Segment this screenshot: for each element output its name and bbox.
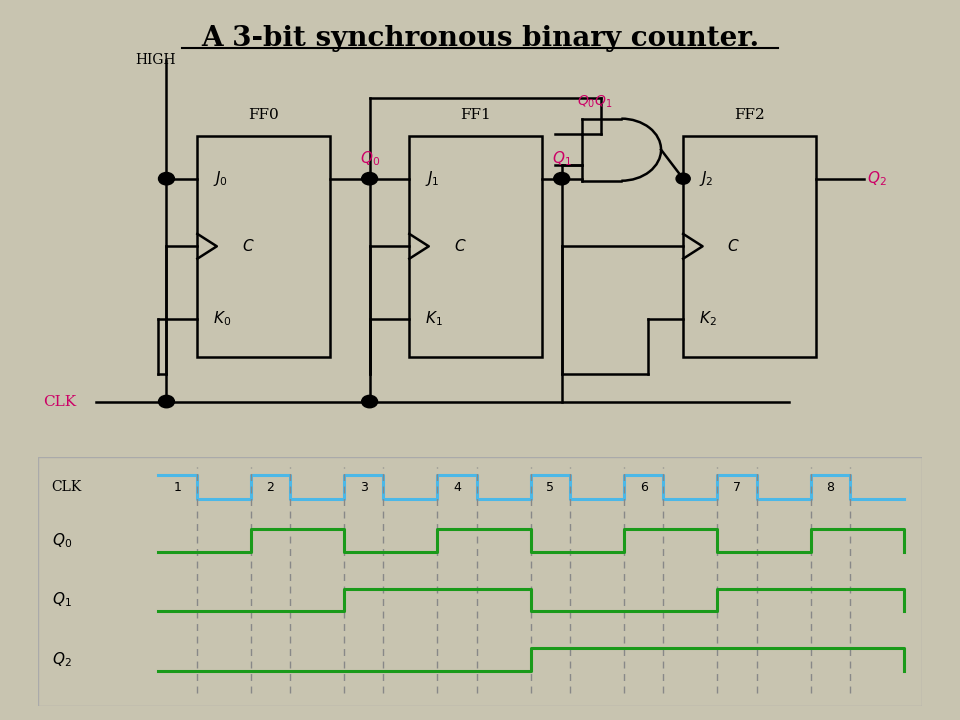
Bar	[684, 136, 816, 356]
Text: $Q_0$: $Q_0$	[360, 150, 379, 168]
Text: 1: 1	[174, 480, 181, 493]
Text: $C$: $C$	[728, 238, 740, 254]
Circle shape	[362, 173, 377, 185]
Text: $Q_0Q_1$: $Q_0Q_1$	[577, 94, 612, 110]
Text: 7: 7	[732, 480, 741, 493]
Text: $Q_2$: $Q_2$	[52, 650, 71, 669]
Text: $J_1$: $J_1$	[425, 169, 440, 188]
Text: $C$: $C$	[242, 238, 254, 254]
Text: CLK: CLK	[52, 480, 82, 494]
Circle shape	[554, 173, 569, 185]
Circle shape	[158, 173, 175, 185]
Text: $Q_1$: $Q_1$	[552, 150, 571, 168]
Text: 2: 2	[267, 480, 275, 493]
Circle shape	[362, 395, 377, 408]
Text: $J_2$: $J_2$	[699, 169, 713, 188]
Text: $K_2$: $K_2$	[699, 310, 717, 328]
Text: $Q_1$: $Q_1$	[52, 590, 71, 609]
Text: $C$: $C$	[453, 238, 467, 254]
Text: FF0: FF0	[249, 108, 279, 122]
Text: FF2: FF2	[734, 108, 765, 122]
Text: CLK: CLK	[43, 395, 76, 408]
Text: $K_1$: $K_1$	[425, 310, 443, 328]
Bar	[198, 136, 330, 356]
Text: HIGH: HIGH	[135, 53, 176, 67]
Text: $Q_0$: $Q_0$	[52, 531, 72, 550]
Text: 3: 3	[360, 480, 368, 493]
Text: 5: 5	[546, 480, 554, 493]
Text: 4: 4	[453, 480, 461, 493]
Circle shape	[676, 174, 690, 184]
Bar	[409, 136, 541, 356]
Circle shape	[158, 395, 175, 408]
Text: A 3-bit synchronous binary counter.: A 3-bit synchronous binary counter.	[201, 25, 759, 53]
Text: $K_0$: $K_0$	[213, 310, 231, 328]
Text: 6: 6	[639, 480, 648, 493]
Text: 8: 8	[827, 480, 834, 493]
Text: $Q_2$: $Q_2$	[867, 169, 886, 188]
Text: FF1: FF1	[460, 108, 491, 122]
Text: $J_0$: $J_0$	[213, 169, 228, 188]
